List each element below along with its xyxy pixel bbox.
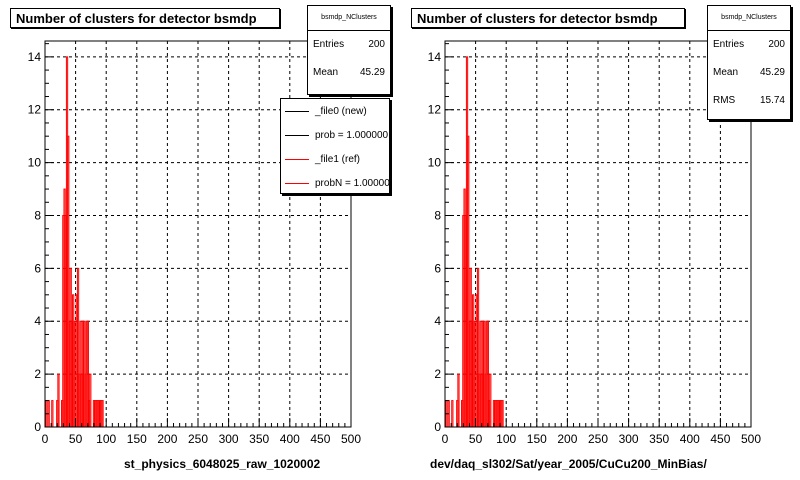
left-x-axis-label: st_physics_6048025_raw_1020002 (124, 457, 321, 471)
left-x-tick-label: 450 (310, 432, 330, 446)
left-legend[interactable]: _file0 (new) prob = 1.000000 _file1 (ref… (280, 98, 390, 194)
left-x-tick-label: 250 (188, 432, 208, 446)
left-x-tick-label: 0 (42, 432, 49, 446)
right-y-tick-label: 10 (428, 156, 442, 170)
right-x-tick-label: 500 (741, 432, 761, 446)
left-entries-value: 200 (368, 39, 385, 50)
right-entries-value: 200 (768, 39, 785, 50)
left-x-tick-label: 200 (157, 432, 177, 446)
legend-label-prob: prob = 1.000000 (315, 129, 389, 141)
left-mean-label: Mean (313, 67, 339, 78)
right-y-tick-label: 12 (428, 103, 442, 117)
right-x-tick-label: 400 (680, 432, 700, 446)
legend-label-probn: probN = 1.000000 (315, 177, 390, 189)
right-mean-value: 45.29 (759, 67, 785, 78)
legend-line-probn (285, 182, 309, 184)
left-entries-label: Entries (313, 39, 345, 50)
right-entries-label: Entries (713, 39, 745, 50)
right-mean-label: Mean (713, 67, 739, 78)
right-rms-label: RMS (713, 95, 736, 106)
right-stats-box[interactable]: bsmdp_NClusters Entries 200 Mean 45.29 RMS… (707, 5, 791, 120)
right-plot-title: Number of clusters for detector bsmdp (411, 8, 685, 28)
legend-entry-prob: prob = 1.000000 (281, 123, 389, 147)
legend-line-ref (285, 158, 309, 160)
left-y-tick-label: 6 (34, 261, 41, 275)
right-y-tick-label: 14 (428, 50, 442, 64)
left-y-tick-label: 12 (28, 103, 42, 117)
legend-label-ref: _file1 (ref) (315, 153, 361, 165)
legend-entry-probn: probN = 1.000000 (281, 171, 390, 193)
right-x-tick-label: 0 (442, 432, 449, 446)
right-x-tick-label: 450 (710, 432, 730, 446)
right-rms-value: 15.74 (759, 95, 785, 106)
left-y-tick-label: 14 (28, 50, 42, 64)
legend-line-prob (285, 134, 309, 136)
left-stats-box[interactable]: bsmdp_NClusters Entries 200 Mean 45.29 (307, 5, 391, 95)
left-x-tick-label: 300 (219, 432, 239, 446)
left-y-tick-label: 0 (34, 420, 41, 434)
left-y-tick-label: 2 (34, 367, 41, 381)
right-x-tick-label: 300 (619, 432, 639, 446)
right-y-tick-label: 0 (434, 420, 441, 434)
right-y-tick-label: 6 (434, 261, 441, 275)
left-y-tick-label: 8 (34, 208, 41, 222)
left-x-tick-label: 100 (96, 432, 116, 446)
legend-entry-new: _file0 (new) (281, 99, 389, 123)
right-y-tick-label: 4 (434, 314, 441, 328)
right-y-tick-label: 2 (434, 367, 441, 381)
legend-line-new (285, 110, 309, 112)
left-x-tick-label: 500 (341, 432, 361, 446)
legend-label-new: _file0 (new) (315, 105, 367, 117)
left-y-tick-label: 4 (34, 314, 41, 328)
left-x-tick-label: 400 (280, 432, 300, 446)
legend-entry-ref: _file1 (ref) (281, 147, 389, 171)
right-x-tick-label: 150 (527, 432, 547, 446)
left-y-tick-label: 10 (28, 156, 42, 170)
left-plot-title: Number of clusters for detector bsmdp (10, 8, 280, 28)
right-y-tick-label: 8 (434, 208, 441, 222)
right-stats-name: bsmdp_NClusters (708, 6, 790, 31)
right-x-tick-label: 50 (469, 432, 483, 446)
right-x-tick-label: 100 (496, 432, 516, 446)
left-x-tick-label: 150 (127, 432, 147, 446)
left-mean-value: 45.29 (359, 67, 385, 78)
right-x-axis-label: dev/daq_sl302/Sat/year_2005/CuCu200_MinB… (430, 457, 707, 471)
left-x-tick-label: 350 (249, 432, 269, 446)
right-x-tick-label: 250 (588, 432, 608, 446)
left-stats-name: bsmdp_NClusters (308, 6, 390, 31)
right-x-tick-label: 350 (649, 432, 669, 446)
left-x-tick-label: 50 (69, 432, 83, 446)
right-x-tick-label: 200 (557, 432, 577, 446)
